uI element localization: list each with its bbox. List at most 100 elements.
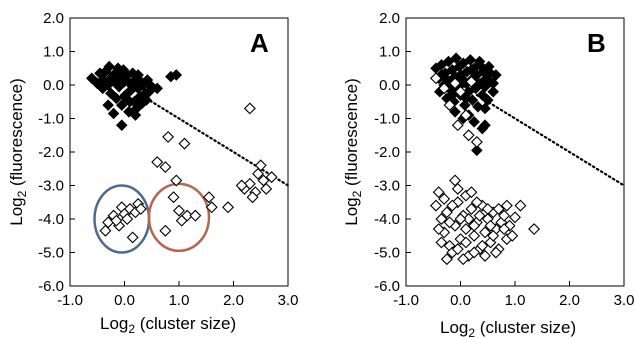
panel-a-filled-point (118, 90, 131, 103)
panel-a-y-tick-labels: 2.0 1.0 0.0 -1.0 -2.0 -3.0 -4.0 -5.0 -6.0 (38, 10, 64, 295)
panel-b-open-point (438, 82, 451, 95)
panel-b-open-point (470, 196, 483, 209)
panel-a-open-point (123, 202, 136, 215)
panel-a-filled-point (140, 94, 153, 106)
panel-b-filled-point (446, 89, 459, 101)
panel-a-open-point (265, 171, 278, 184)
panel-a-filled-point (132, 69, 144, 81)
panel-b-x-tick-labels: -1.0 0.0 1.0 2.0 3.0 (393, 292, 634, 309)
panel-a-trend-line (145, 97, 290, 187)
panel-b-filled-point (487, 77, 499, 90)
panel-b-open-point (509, 211, 521, 224)
panel-b-open-point (451, 196, 464, 209)
panel-b-y-tick-label: -1.0 (374, 111, 400, 128)
panel-b-open-point (429, 199, 442, 212)
panel-a-open-point (178, 137, 191, 150)
panel-a-ticks (69, 17, 289, 287)
panel-b-filled-point (464, 54, 477, 66)
panel-a-open-point (181, 209, 194, 222)
panel-b-x-tick-label: 3.0 (614, 292, 635, 309)
panel-b-open-point (506, 229, 519, 242)
panel-b-filled-point (465, 64, 478, 76)
panel-a-filled-point (151, 82, 163, 95)
panel-b-open-point (465, 75, 478, 88)
panel-a-x-tick-label: -1.0 (57, 292, 83, 309)
panel-b-open-point (528, 223, 541, 236)
panel-a-open-point (173, 204, 185, 217)
panel-a-x-tick-label: 2.0 (223, 292, 244, 309)
panel-b-open-point (462, 213, 475, 225)
panel-a-filled-point (107, 107, 120, 120)
panel-a-open-point (246, 191, 259, 204)
panel-b-x-axis-label: Log2 (cluster size) (440, 318, 576, 338)
panel-b-open-point (481, 202, 494, 215)
panel-a-open-point (254, 159, 267, 172)
panel-a-filled-point (116, 99, 128, 111)
panel-b-open-point (479, 226, 492, 239)
panel-b-open-point (440, 206, 453, 219)
panel-b-open-point (468, 246, 481, 259)
panel-a-circles (93, 182, 211, 254)
panel-a-highlight-circle-2 (147, 182, 211, 253)
panel-a-open-point (162, 130, 175, 143)
panel-b-trend-line (475, 93, 626, 187)
panel-a-open-point (121, 213, 134, 225)
panel-a-filled-point (129, 109, 142, 121)
panel-b-y-tick-label: -6.0 (374, 278, 400, 295)
panel-b-filled-point (442, 55, 455, 68)
panel-a-x-tick-label: 1.0 (169, 292, 190, 309)
panel-a-y-axis-label: Log2 (fluorescence) (7, 78, 29, 226)
panel-b-y-tick-labels: 2.0 1.0 0.0 -1.0 -2.0 -3.0 -4.0 -5.0 -6.0 (374, 10, 400, 295)
panel-b-open-point (432, 186, 445, 199)
panel-a-open-point (167, 191, 180, 204)
panel-b-open-point (451, 243, 464, 256)
panel-a-x-tick-label: 3.0 (278, 292, 299, 309)
panel-b-x-tick-label: -1.0 (393, 292, 419, 309)
panel-b-open-point (489, 246, 502, 259)
panel-b-open-point (429, 72, 442, 85)
panel-a-filled-point (141, 74, 154, 86)
panel-a-open-point (126, 231, 139, 244)
panel-b-open-point (479, 249, 492, 262)
panel-b-open-point (470, 135, 483, 148)
panel-b-open-point (454, 213, 467, 225)
panel-b-points (429, 52, 541, 266)
panel-a-open-point (235, 179, 248, 192)
panel-b-y-tick-label: -5.0 (374, 245, 400, 262)
panel-a-y-tick-label: 0.0 (43, 77, 64, 94)
panel-a-open-point (110, 214, 123, 227)
panel-b-open-point (432, 223, 445, 236)
panel-a-open-point (159, 161, 172, 174)
panel-a-open-point (159, 224, 172, 237)
panel-b-x-tick-label: 1.0 (505, 292, 526, 309)
panel-b-filled-point (479, 119, 491, 131)
panel-b-open-point (459, 223, 472, 236)
panel-b-filled-point (487, 85, 499, 98)
panel-a-filled-point (102, 99, 114, 111)
panel-a-open-point (243, 102, 256, 115)
panel-b-y-tick-label: 1.0 (379, 44, 400, 61)
panel-b-x-tick-label: 2.0 (559, 292, 580, 309)
panel-b-filled-point (468, 116, 480, 128)
panel-a-filled-point (116, 119, 128, 131)
panel-b-open-point (435, 236, 448, 249)
panel-b-open-point (449, 77, 462, 90)
panel-b-open-point (459, 109, 472, 122)
panel-a-open-point (151, 156, 164, 169)
panel-b-y-tick-label: -3.0 (374, 178, 400, 195)
panel-a-open-point (243, 177, 256, 190)
panel-b-open-point (451, 182, 464, 195)
panel-a-y-tick-label: 2.0 (43, 10, 64, 27)
panel-a-y-tick-label: 1.0 (43, 44, 64, 61)
panel-b-open-point (440, 253, 453, 266)
panel-b-filled-point (449, 106, 461, 118)
panel-b-open-point (468, 229, 481, 242)
panel-a-filled-point (123, 106, 135, 118)
panel-a-points (86, 60, 278, 244)
panel-a-y-tick-label: -1.0 (38, 111, 64, 128)
panel-b-open-point (462, 129, 475, 142)
panel-b-y-tick-label: -4.0 (374, 211, 400, 228)
panel-a-letter: A (250, 28, 269, 58)
panel-a-x-tick-labels: -1.0 0.0 1.0 2.0 3.0 (57, 292, 298, 309)
panel-b-open-point (500, 199, 513, 212)
